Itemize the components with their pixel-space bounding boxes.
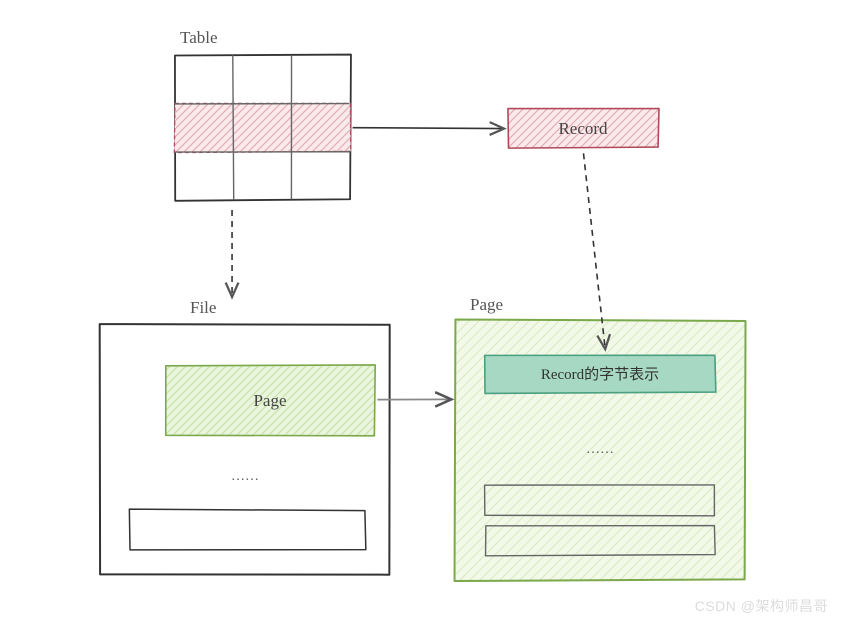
page-label: Page [470,295,503,314]
file-page-text: Page [253,391,286,410]
file-dots: …… [231,469,259,484]
diagram-canvas: Table Record File Page …… Page Record的字节表示 …… [0,0,848,624]
page-dots: …… [586,442,614,457]
file-empty-box [129,509,365,550]
watermark: CSDN @架构师昌哥 [695,596,828,616]
record-text: Record [558,119,608,138]
arrow-record-to-bytes [583,153,605,347]
 [233,55,234,200]
arrow-table-to-record [353,128,503,129]
record-bytes-text: Record的字节表示 [541,366,659,383]
file-box [100,324,390,575]
table-row-highlight [174,103,350,152]
file-label: File [190,298,216,317]
table-label: Table [180,28,218,47]
